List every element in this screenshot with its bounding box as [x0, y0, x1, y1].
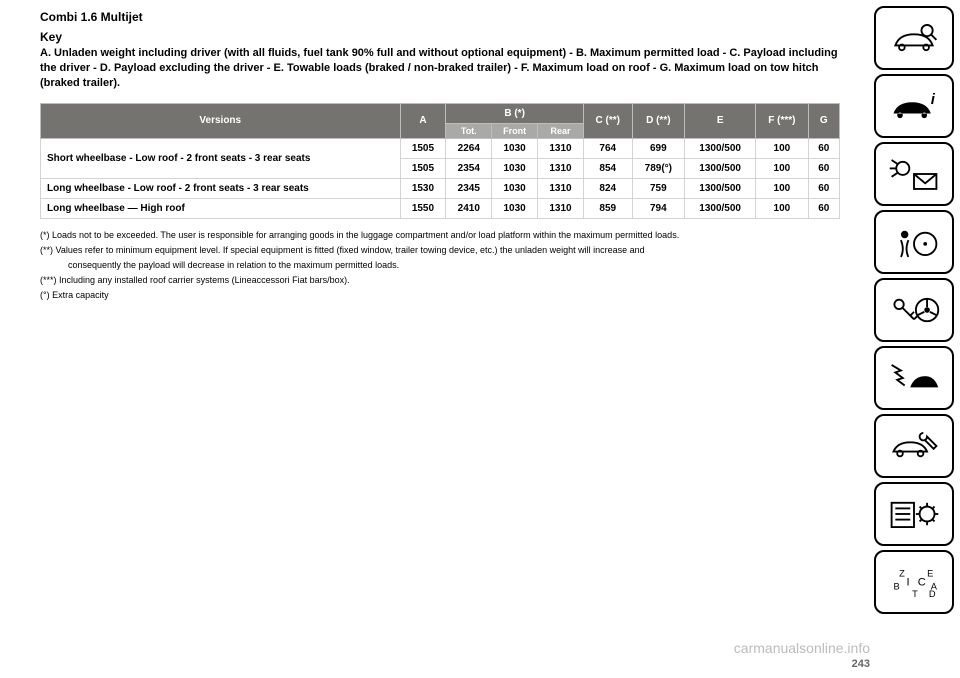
car-crash-icon[interactable] — [874, 346, 954, 410]
svg-text:I: I — [907, 577, 910, 589]
cell-tot: 2410 — [446, 198, 492, 218]
th-b-rear: Rear — [538, 123, 584, 138]
note-1: (*) Loads not to be exceeded. The user i… — [40, 229, 840, 241]
cell-version: Long wheelbase - Low roof - 2 front seat… — [41, 178, 401, 198]
svg-text:Z: Z — [899, 568, 905, 578]
cell-a: 1550 — [400, 198, 446, 218]
page-title: Combi 1.6 Multijet — [40, 10, 840, 24]
th-versions: Versions — [41, 103, 401, 138]
cell-rear: 1310 — [538, 138, 584, 158]
weights-table: Versions A B (*) C (**) D (**) E F (***)… — [40, 103, 840, 219]
note-2b: consequently the payload will decrease i… — [40, 259, 840, 271]
cell-e: 1300/500 — [685, 198, 756, 218]
cell-g: 60 — [808, 158, 839, 178]
page-number: 243 — [852, 658, 870, 670]
cell-f: 100 — [756, 198, 808, 218]
cell-d: 699 — [632, 138, 684, 158]
spec-gear-icon[interactable] — [874, 482, 954, 546]
th-g: G — [808, 103, 839, 138]
alphabet-icon[interactable]: ZEBAICTD — [874, 550, 954, 614]
cell-rear: 1310 — [538, 178, 584, 198]
cell-front: 1030 — [492, 198, 538, 218]
th-c: C (**) — [583, 103, 632, 138]
th-a: A — [400, 103, 446, 138]
note-4: (°) Extra capacity — [40, 289, 840, 301]
watermark: carmanualsonline.info — [734, 640, 870, 656]
table-notes: (*) Loads not to be exceeded. The user i… — [40, 229, 840, 302]
cell-g: 60 — [808, 178, 839, 198]
airbag-icon[interactable] — [874, 210, 954, 274]
th-b-tot: Tot. — [446, 123, 492, 138]
cell-d: 794 — [632, 198, 684, 218]
table-row: Long wheelbase — High roof15502410103013… — [41, 198, 840, 218]
cell-a: 1530 — [400, 178, 446, 198]
cell-front: 1030 — [492, 178, 538, 198]
cell-f: 100 — [756, 178, 808, 198]
cell-a: 1505 — [400, 138, 446, 158]
cell-d: 789(°) — [632, 158, 684, 178]
cell-c: 854 — [583, 158, 632, 178]
table-row: Short wheelbase - Low roof - 2 front sea… — [41, 138, 840, 158]
cell-tot: 2345 — [446, 178, 492, 198]
sidebar: i ZEBAICTD — [874, 6, 954, 618]
note-2: (**) Values refer to minimum equipment l… — [40, 244, 840, 256]
cell-tot: 2354 — [446, 158, 492, 178]
svg-text:C: C — [918, 577, 926, 589]
car-info-icon[interactable]: i — [874, 74, 954, 138]
th-e: E — [685, 103, 756, 138]
light-mail-icon[interactable] — [874, 142, 954, 206]
svg-text:B: B — [893, 581, 899, 591]
key-text: A. Unladen weight including driver (with… — [40, 46, 840, 91]
key-heading: Key — [40, 30, 840, 44]
th-d: D (**) — [632, 103, 684, 138]
cell-g: 60 — [808, 138, 839, 158]
cell-tot: 2264 — [446, 138, 492, 158]
key-wheel-icon[interactable] — [874, 278, 954, 342]
cell-c: 764 — [583, 138, 632, 158]
note-3: (***) Including any installed roof carri… — [40, 274, 840, 286]
cell-version: Short wheelbase - Low roof - 2 front sea… — [41, 138, 401, 178]
cell-c: 859 — [583, 198, 632, 218]
cell-front: 1030 — [492, 158, 538, 178]
cell-f: 100 — [756, 158, 808, 178]
car-wrench-icon[interactable] — [874, 414, 954, 478]
cell-c: 824 — [583, 178, 632, 198]
cell-g: 60 — [808, 198, 839, 218]
cell-a: 1505 — [400, 158, 446, 178]
svg-text:T: T — [912, 589, 918, 599]
cell-rear: 1310 — [538, 158, 584, 178]
cell-e: 1300/500 — [685, 178, 756, 198]
cell-e: 1300/500 — [685, 138, 756, 158]
svg-text:i: i — [931, 91, 936, 108]
cell-d: 759 — [632, 178, 684, 198]
cell-e: 1300/500 — [685, 158, 756, 178]
cell-f: 100 — [756, 138, 808, 158]
cell-front: 1030 — [492, 138, 538, 158]
th-b-front: Front — [492, 123, 538, 138]
table-row: Long wheelbase - Low roof - 2 front seat… — [41, 178, 840, 198]
th-f: F (***) — [756, 103, 808, 138]
th-b: B (*) — [446, 103, 584, 123]
svg-text:E: E — [927, 568, 933, 578]
car-search-icon[interactable] — [874, 6, 954, 70]
cell-version: Long wheelbase — High roof — [41, 198, 401, 218]
svg-text:D: D — [929, 589, 936, 599]
cell-rear: 1310 — [538, 198, 584, 218]
